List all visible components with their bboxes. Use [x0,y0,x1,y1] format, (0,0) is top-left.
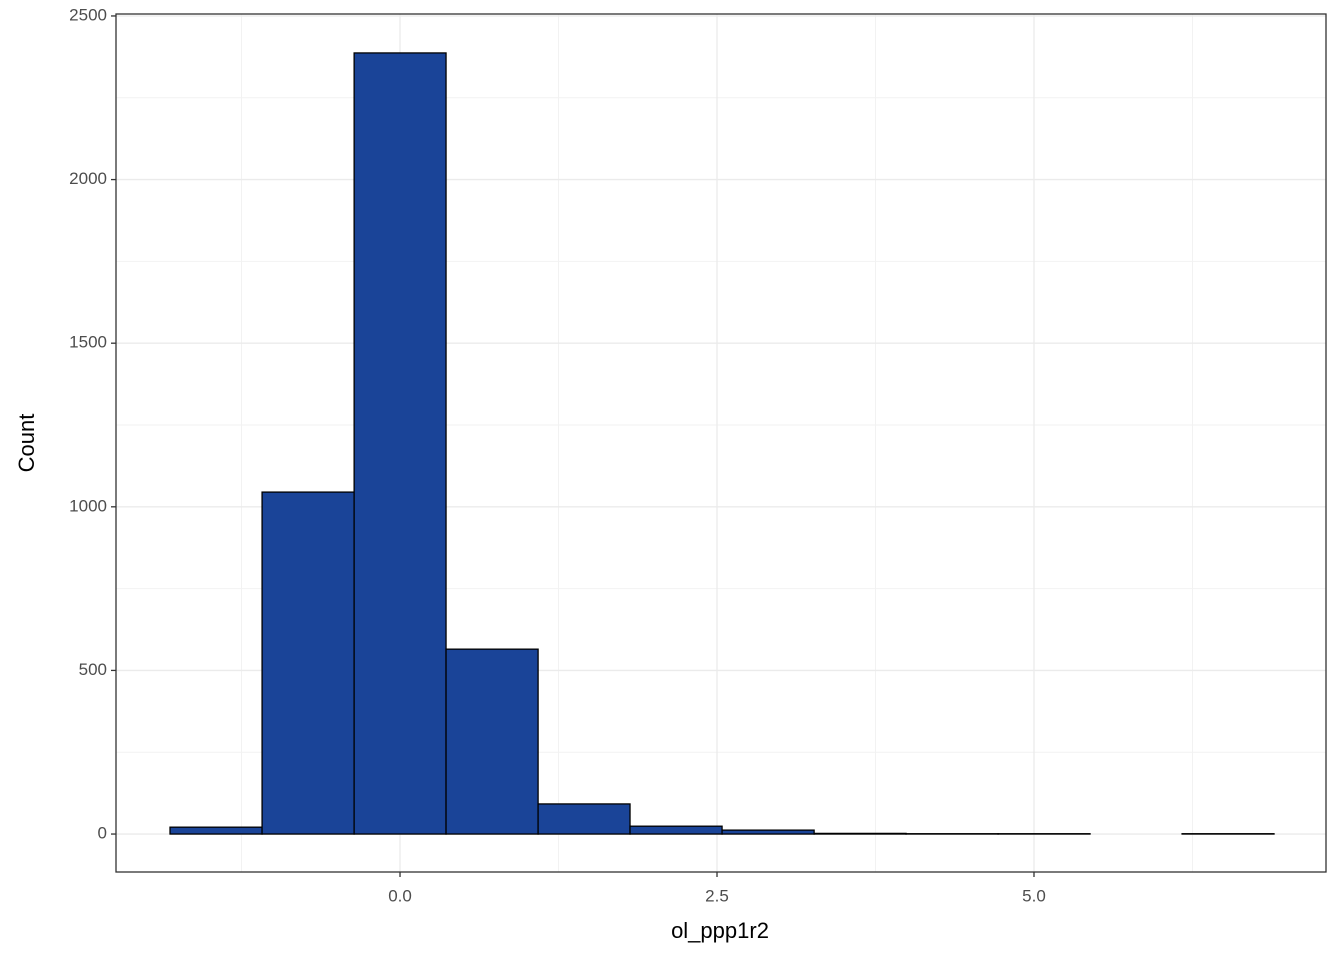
bar [445,648,539,835]
x-tick-label: 5.0 [1022,886,1046,905]
x-tick-label: 0.0 [388,886,412,905]
bar [629,825,723,835]
x-tick-label: 2.5 [705,886,729,905]
bar [537,803,631,835]
bar [169,826,263,835]
panel-border [115,13,1327,873]
y-tick-label: 0 [98,824,107,843]
bar [813,832,907,835]
bars [169,52,1275,835]
y-tick-label: 2500 [69,5,107,24]
y-tick-label: 2000 [69,169,107,188]
y-axis-title: Count [14,414,39,473]
bar [261,491,355,835]
x-axis-title: ol_ppp1r2 [671,918,769,943]
y-tick-label: 500 [79,660,107,679]
y-tick-label: 1000 [69,496,107,515]
bar [353,52,447,835]
y-tick-label: 1500 [69,333,107,352]
bar [721,829,815,835]
